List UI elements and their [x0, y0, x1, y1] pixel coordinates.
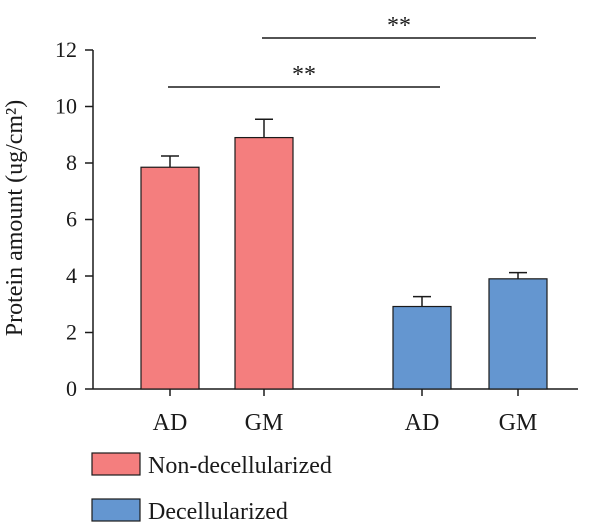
legend: Non-decellularized Decellularized — [91, 452, 332, 525]
y-tick-label: 0 — [66, 376, 77, 401]
y-tick-label: 4 — [66, 263, 77, 288]
y-tick-label: 8 — [66, 150, 77, 175]
bar — [392, 305, 452, 390]
x-tick-label: GM — [245, 410, 284, 436]
error-bars — [161, 118, 527, 307]
legend-swatch — [91, 452, 141, 476]
legend-label: Non-decellularized — [148, 453, 332, 479]
bars — [140, 136, 548, 390]
x-tick-label: GM — [499, 410, 538, 436]
bar — [234, 136, 294, 390]
y-tick-label: 6 — [66, 207, 77, 232]
bar — [140, 166, 200, 390]
significance-label: ** — [292, 62, 316, 88]
y-tick-label: 12 — [55, 37, 77, 62]
significance-brackets: ** ** — [168, 13, 536, 88]
legend-swatch — [91, 498, 141, 522]
axes: 0 2 4 6 8 10 12 AD GM AD GM — [55, 37, 578, 436]
legend-label: Decellularized — [148, 499, 288, 525]
x-tick-label: AD — [153, 410, 188, 436]
x-tick-label: AD — [405, 410, 440, 436]
significance-label: ** — [387, 13, 411, 39]
y-tick-label: 2 — [66, 320, 77, 345]
y-axis-title: Protein amount (ug/cm²) — [2, 100, 28, 336]
y-tick-label: 10 — [55, 94, 77, 119]
bar — [488, 278, 548, 390]
